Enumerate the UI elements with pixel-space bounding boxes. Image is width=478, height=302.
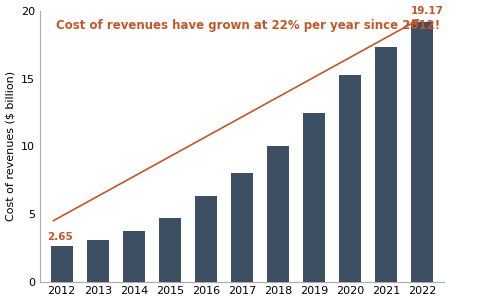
Bar bbox=[195, 196, 217, 281]
Text: 19.17: 19.17 bbox=[411, 6, 444, 16]
Bar bbox=[123, 231, 145, 281]
Bar bbox=[51, 246, 73, 281]
Bar bbox=[412, 22, 433, 281]
Bar bbox=[267, 146, 289, 281]
Text: Cost of revenues have grown at 22% per year since 2012!: Cost of revenues have grown at 22% per y… bbox=[56, 19, 440, 32]
Bar bbox=[159, 218, 181, 281]
Text: 2.65: 2.65 bbox=[47, 232, 73, 242]
Bar bbox=[304, 113, 325, 281]
Bar bbox=[87, 240, 109, 281]
Bar bbox=[339, 75, 361, 281]
Bar bbox=[375, 47, 397, 281]
Y-axis label: Cost of revenues ($ billion): Cost of revenues ($ billion) bbox=[6, 71, 16, 221]
Bar bbox=[231, 173, 253, 281]
